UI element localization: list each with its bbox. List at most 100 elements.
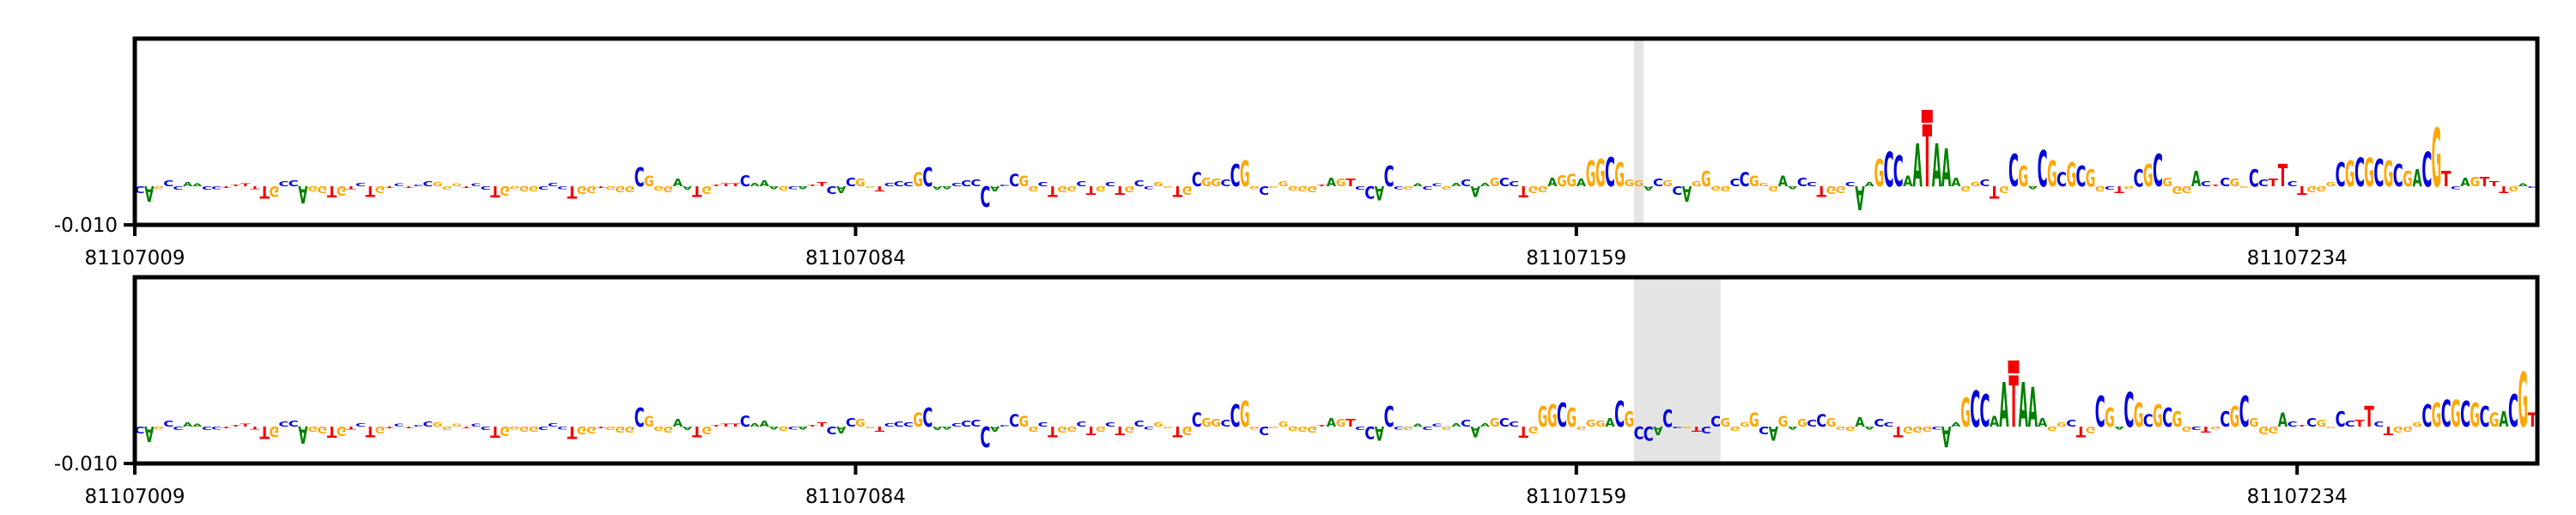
logo-letter-T: T (250, 426, 260, 430)
logo-letter-A: A (1375, 181, 1385, 203)
logo-letter-G: G (1749, 410, 1759, 432)
logo-letter-A: A (933, 185, 943, 191)
logo-letter-A: A (1682, 181, 1692, 206)
logo-letter-C: C (1509, 180, 1519, 189)
logo-letter-G: G (307, 425, 318, 433)
logo-letter-A: A (2412, 166, 2421, 192)
logo-letter-G: G (375, 424, 386, 435)
logo-letter-A: A (1855, 179, 1865, 217)
logo-letter-G: G (2470, 396, 2480, 434)
logo-letter-C: C (1220, 419, 1230, 430)
logo-letter-C: C (1384, 161, 1394, 194)
logo-letter-G: G (1125, 425, 1135, 434)
logo-letter-C: C (846, 415, 856, 429)
logo-letter-C: C (279, 180, 289, 189)
logo-letter-G: G (1538, 400, 1548, 433)
logo-letter-T: T (231, 424, 242, 427)
logo-letter-G: G (1066, 185, 1077, 193)
logo-letter-C: C (1009, 412, 1019, 432)
logo-letter-C: C (2421, 398, 2432, 434)
logo-letter-T: T (2268, 177, 2277, 189)
logo-letter-G: G (644, 414, 654, 430)
highlight-band (1633, 279, 1721, 462)
logo-letter-C: C (1364, 182, 1375, 202)
logo-letter-A: A (1605, 416, 1614, 430)
logo-letter-G: G (2124, 185, 2135, 190)
logo-letter-G: G (1826, 416, 1837, 430)
logo-letter-G: G (1634, 179, 1644, 188)
logo-letter-G: G (2316, 418, 2326, 429)
logo-letter-G: G (1528, 184, 1539, 195)
logo-letter-C: C (394, 183, 404, 187)
logo-letter-A: A (1855, 415, 1865, 430)
logo-letter-G: G (1874, 152, 1885, 196)
logo-letter-C: C (2354, 151, 2365, 197)
logo-letter-A: A (2499, 407, 2509, 432)
logo-letter-T: T (807, 424, 818, 427)
logo-letter-G: G (1297, 425, 1308, 433)
logo-letter-A: A (1865, 180, 1875, 187)
logo-letter-C: C (1394, 185, 1404, 190)
logo-letter-A: A (1547, 176, 1557, 190)
logo-letter-G: G (2105, 403, 2115, 433)
logo-letter-G: G (586, 184, 597, 195)
logo-letter-C: C (1499, 415, 1510, 429)
logo-letter-G: G (1336, 418, 1346, 430)
logo-letter-T: T (365, 423, 375, 439)
logo-letter-C: C (951, 422, 962, 427)
logo-letter-G: G (1268, 426, 1279, 428)
logo-letter-G: G (1153, 421, 1163, 428)
logo-letter-G: G (1586, 418, 1596, 429)
logo-letter-C: C (2306, 415, 2317, 429)
logo-letter-T: T (1692, 425, 1701, 433)
logo-letter-C: C (1038, 180, 1048, 187)
logo-letter-G: G (1018, 414, 1029, 430)
logo-letter-T: T (404, 185, 415, 188)
logo-letter-A: A (2019, 371, 2028, 442)
logo-letter-T: T (692, 183, 702, 199)
logo-letter-G: G (1538, 185, 1548, 194)
logo-letter-C: C (903, 180, 914, 187)
logo-letter-T: T (461, 426, 472, 428)
logo-letter-C: C (2451, 185, 2461, 190)
logo-letter-G: G (2172, 407, 2182, 432)
logo-letter-T: T (2114, 184, 2124, 194)
logo-letter-A: A (990, 185, 1000, 193)
logo-letter-G: G (2095, 185, 2105, 193)
logo-letter-C: C (1672, 183, 1682, 197)
logo-letter-G: G (1096, 185, 1106, 193)
logo-letter-C: C (1355, 426, 1365, 431)
logo-letter-C: C (2287, 180, 2298, 189)
logo-letter-A: A (1451, 182, 1461, 187)
logo-letter-T: T (240, 183, 251, 187)
logo-letter-T: T (2354, 419, 2365, 429)
logo-letter-T: T (259, 182, 270, 201)
logo-letter-A: A (2115, 426, 2125, 430)
logo-letter-G: G (653, 425, 664, 432)
logo-letter-A: A (798, 426, 808, 430)
logo-letter-G: G (2230, 400, 2240, 433)
logo-letter-A: A (183, 180, 193, 187)
logo-letter-G: G (1182, 183, 1193, 197)
logo-letter-C: C (740, 173, 750, 191)
logo-letter-A: A (1912, 131, 1922, 200)
logo-letter-T: T (568, 182, 578, 201)
logo-letter-G: G (2047, 425, 2057, 432)
logo-letter-C: C (548, 422, 558, 427)
logo-letter-A: A (298, 180, 307, 207)
logo-letter-G: G (865, 185, 875, 188)
logo-letter-C: C (1038, 421, 1048, 427)
logo-letter-C: C (211, 185, 222, 190)
logo-letter-T: T (2201, 424, 2211, 433)
logo-letter-A: A (798, 185, 808, 190)
logo-letter-C: C (1076, 421, 1086, 429)
logo-letter-C: C (1192, 409, 1202, 432)
logo-letter-A: A (1653, 423, 1662, 437)
logo-letter-G: G (2230, 178, 2240, 190)
logo-letter-A: A (1788, 426, 1798, 430)
logo-letter-C: C (1884, 421, 1894, 427)
logo-letter-G: G (2326, 181, 2336, 188)
logo-letter-C: C (2421, 142, 2432, 197)
logo-letter-C: C (1643, 421, 1654, 444)
